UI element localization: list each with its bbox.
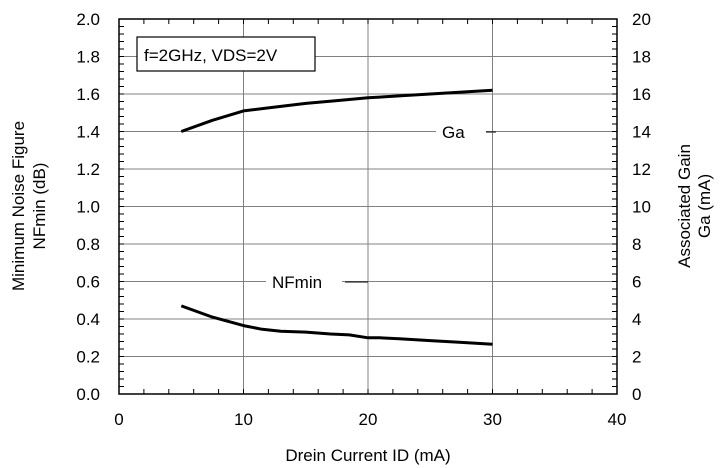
y-right-tick-label: 18 [632, 48, 651, 67]
x-tick-label: 30 [483, 410, 502, 429]
annotation-box: f=2GHz, VDS=2V [136, 36, 316, 72]
y-right-tick-label: 2 [632, 348, 641, 367]
y-left-tick-label: 1.6 [76, 85, 100, 104]
y-right-tick-label: 8 [632, 235, 641, 254]
x-axis-label: Drein Current ID (mA) [285, 446, 450, 465]
annotation-text: f=2GHz, VDS=2V [144, 46, 278, 65]
x-tick-label: 40 [608, 410, 627, 429]
x-tick-label: 10 [234, 410, 253, 429]
y-left-tick-label: 0.6 [76, 273, 100, 292]
y-right-tick-label: 20 [632, 10, 651, 29]
y-left-tick-label: 0.8 [76, 235, 100, 254]
ticks: 0 10 20 30 40 0.0 0 0.2 2 0.4 4 0.6 6 0.8 8 1.0 10 1.2 12 1… [76, 10, 651, 429]
y-right-tick-label: 6 [632, 273, 641, 292]
y-right-tick-label: 0 [632, 385, 641, 404]
series-line-ga [180, 88, 493, 133]
y-left-tick-label: 1.2 [76, 160, 100, 179]
y-left-tick-label: 1.8 [76, 48, 100, 67]
y-left-tick-label: 1.0 [76, 198, 100, 217]
y-right-tick-label: 16 [632, 85, 651, 104]
y-right-tick-label: 14 [632, 123, 651, 142]
series-label-nfmin: NFmin [272, 273, 322, 292]
y-left-label-line1: Minimum Noise Figure [9, 121, 28, 291]
ga-label-bg [436, 119, 486, 145]
series-line-nfmin [180, 304, 493, 346]
x-tick-label: 0 [114, 410, 123, 429]
x-tick-label: 20 [359, 410, 378, 429]
y-left-tick-label: 2.0 [76, 10, 100, 29]
y-right-label-line1: Associated Gain [675, 144, 694, 268]
y-left-tick-label: 1.4 [76, 123, 100, 142]
y-left-label-line2: NFmin (dB) [30, 163, 49, 250]
series-label-ga: Ga [442, 123, 465, 142]
series-layer [180, 88, 496, 346]
y-right-tick-label: 4 [632, 310, 641, 329]
nfmin-label-bg [266, 269, 342, 295]
y-right-tick-label: 10 [632, 198, 651, 217]
y-left-tick-label: 0.2 [76, 348, 100, 367]
y-left-tick-label: 0.4 [76, 310, 100, 329]
y-right-tick-label: 12 [632, 160, 651, 179]
y-left-tick-label: 0.0 [76, 385, 100, 404]
y-right-label-line2: Ga (mA) [695, 174, 714, 238]
